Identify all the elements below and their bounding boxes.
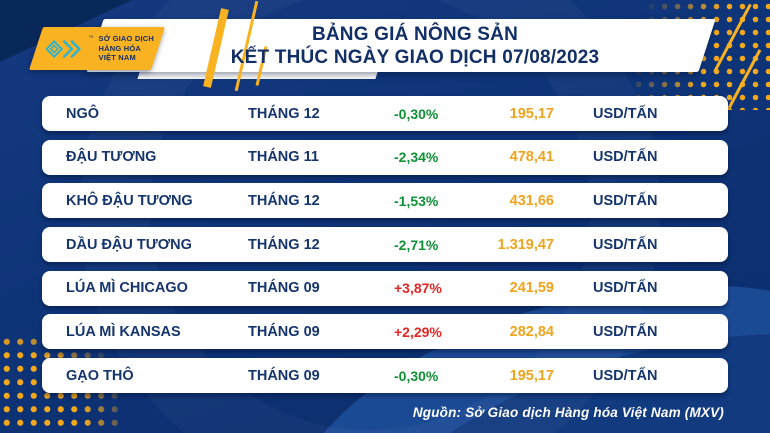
contract-month: THÁNG 12	[248, 192, 320, 209]
price-value: 195,17	[509, 105, 554, 122]
price-value: 241,59	[509, 280, 554, 297]
table-row: LÚA MÌ CHICAGO THÁNG 09 +3,87% 241,59 US…	[42, 270, 728, 306]
page-title: BẢNG GIÁ NÔNG SẢN KẾT THÚC NGÀY GIAO DỊC…	[170, 23, 660, 69]
price-value: 431,66	[509, 192, 554, 209]
price-unit: USD/TẤN	[593, 367, 658, 384]
price-unit: USD/TẤN	[593, 149, 658, 166]
contract-month: THÁNG 11	[248, 149, 319, 166]
table-row: DẦU ĐẬU TƯƠNG THÁNG 12 -2,71% 1.319,47 U…	[42, 227, 728, 263]
commodity-name: GẠO THÔ	[66, 367, 134, 384]
commodity-name: LÚA MÌ CHICAGO	[66, 280, 188, 297]
table-row: LÚA MÌ KANSAS THÁNG 09 +2,29% 282,84 USD…	[42, 314, 728, 350]
price-unit: USD/TẤN	[593, 280, 658, 297]
commodity-name: LÚA MÌ KANSAS	[66, 323, 181, 340]
table-row: NGÔ THÁNG 12 -0,30% 195,17 USD/TẤN	[42, 96, 728, 131]
mxv-logo-text: SỞ GIAO DỊCH HÀNG HÓA VIỆT NAM	[99, 34, 154, 63]
price-value: 282,84	[509, 323, 554, 340]
price-value: 1.319,47	[497, 236, 554, 253]
change-percent: -2,71%	[394, 236, 439, 253]
mxv-logo-content: ™ SỞ GIAO DỊCH HÀNG HÓA VIỆT NAM	[29, 27, 165, 70]
change-percent: -0,30%	[394, 367, 439, 384]
contract-month: THÁNG 09	[248, 323, 320, 340]
mxv-logo-icon	[46, 39, 81, 58]
contract-month: THÁNG 12	[248, 236, 320, 253]
price-table: NGÔ THÁNG 12 -0,30% 195,17 USD/TẤN ĐẬU T…	[42, 96, 728, 394]
title-line-1: BẢNG GIÁ NÔNG SẢN	[311, 24, 519, 45]
logo-line-2: HÀNG HÓA	[98, 43, 141, 53]
contract-month: THÁNG 09	[248, 280, 320, 297]
commodity-name: NGÔ	[66, 105, 100, 122]
table-row: KHÔ ĐẬU TƯƠNG THÁNG 12 -1,53% 431,66 USD…	[42, 183, 728, 219]
trademark-symbol: ™	[88, 35, 94, 41]
change-percent: -0,30%	[394, 105, 439, 122]
change-percent: -1,53%	[394, 192, 439, 209]
price-unit: USD/TẤN	[593, 192, 658, 209]
logo-line-1: SỞ GIAO DỊCH	[98, 33, 154, 43]
title-line-2: KẾT THÚC NGÀY GIAO DỊCH 07/08/2023	[230, 47, 600, 69]
price-value: 478,41	[509, 149, 554, 166]
commodity-name: KHÔ ĐẬU TƯƠNG	[66, 192, 193, 209]
price-unit: USD/TẤN	[593, 105, 658, 122]
contract-month: THÁNG 12	[248, 105, 320, 122]
change-percent: +3,87%	[394, 280, 442, 297]
price-value: 195,17	[509, 367, 554, 384]
price-unit: USD/TẤN	[593, 236, 658, 253]
price-unit: USD/TẤN	[593, 323, 658, 340]
change-percent: +2,29%	[394, 323, 442, 340]
table-row: ĐẬU TƯƠNG THÁNG 11 -2,34% 478,41 USD/TẤN	[42, 139, 728, 175]
commodity-name: ĐẬU TƯƠNG	[66, 149, 157, 166]
logo-line-3: VIỆT NAM	[98, 53, 136, 63]
source-note: Nguồn: Sở Giao dịch Hàng hóa Việt Nam (M…	[412, 405, 724, 420]
commodity-name: DẦU ĐẬU TƯƠNG	[66, 236, 192, 253]
change-percent: -2,34%	[394, 149, 439, 166]
contract-month: THÁNG 09	[248, 367, 320, 384]
table-row: GẠO THÔ THÁNG 09 -0,30% 195,17 USD/TẤN	[42, 358, 728, 394]
